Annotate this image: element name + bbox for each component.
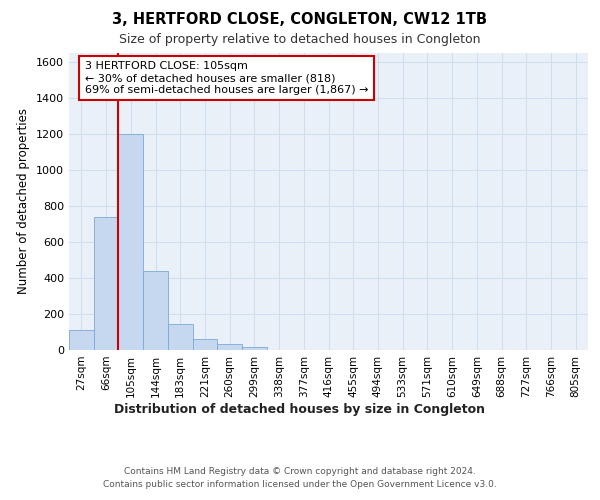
- Bar: [118, 134, 143, 350]
- Bar: [143, 270, 168, 350]
- Text: Contains public sector information licensed under the Open Government Licence v3: Contains public sector information licen…: [103, 480, 497, 489]
- Text: Distribution of detached houses by size in Congleton: Distribution of detached houses by size …: [115, 402, 485, 415]
- Text: Contains HM Land Registry data © Crown copyright and database right 2024.: Contains HM Land Registry data © Crown c…: [124, 468, 476, 476]
- Bar: [94, 218, 118, 350]
- Y-axis label: Number of detached properties: Number of detached properties: [17, 108, 31, 294]
- Text: 3, HERTFORD CLOSE, CONGLETON, CW12 1TB: 3, HERTFORD CLOSE, CONGLETON, CW12 1TB: [113, 12, 487, 28]
- Bar: [242, 347, 267, 350]
- Bar: [168, 324, 193, 350]
- Bar: [193, 339, 217, 350]
- Text: Size of property relative to detached houses in Congleton: Size of property relative to detached ho…: [119, 32, 481, 46]
- Bar: [69, 330, 94, 350]
- Text: 3 HERTFORD CLOSE: 105sqm
← 30% of detached houses are smaller (818)
69% of semi-: 3 HERTFORD CLOSE: 105sqm ← 30% of detach…: [85, 62, 368, 94]
- Bar: [217, 344, 242, 350]
